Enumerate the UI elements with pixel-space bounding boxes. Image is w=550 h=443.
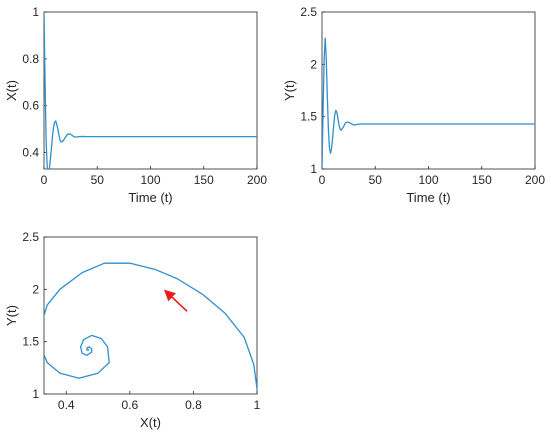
x-tick-label: 0.6 — [121, 398, 138, 412]
y-tick-label: 1.5 — [300, 110, 317, 124]
plot-frame — [321, 11, 536, 170]
series-line-1 — [322, 37, 535, 169]
x-tick-label: 0.8 — [185, 398, 202, 412]
x-tick-label: 200 — [525, 173, 545, 187]
x-tick-label: 150 — [194, 173, 214, 187]
y-tick-label: 0.4 — [22, 146, 39, 160]
x-axis-label: X(t) — [140, 415, 161, 430]
plot-frame — [43, 236, 258, 395]
y-tick-label: 0.8 — [22, 52, 39, 66]
y-tick-label: 2.5 — [22, 230, 39, 244]
y-tick-label: 1 — [310, 162, 317, 176]
y-tick-label: 0.6 — [22, 99, 39, 113]
x-tick-label: 100 — [418, 173, 438, 187]
series-line-1 — [44, 12, 257, 169]
chart-panel-3: 0.4 0.6 0.8 1 1 1.5 2 2.5 X(t) Y(t) — [4, 230, 261, 430]
x-axis-label: Time (t) — [128, 190, 172, 205]
x-axis-label: Time (t) — [406, 190, 450, 205]
y-axis-label: Y(t) — [4, 305, 19, 326]
x-tick-label: 0.4 — [58, 398, 75, 412]
chart-panel-2: 0 50 100 150 200 1 1.5 2 2.5 Time (t) Y(t) — [282, 5, 545, 205]
y-tick-label: 2 — [310, 57, 317, 71]
y-tick-label: 1.5 — [22, 335, 39, 349]
x-tick-label: 0 — [41, 173, 48, 187]
x-tick-label: 100 — [140, 173, 160, 187]
x-tick-label: 0 — [319, 173, 326, 187]
y-axis-label: X(t) — [4, 80, 19, 101]
y-tick-label: 1 — [32, 387, 39, 401]
x-tick-label: 1 — [254, 398, 261, 412]
x-tick-label: 50 — [369, 173, 383, 187]
y-tick-label: 1 — [32, 5, 39, 19]
chart-panel-1: 0 50 100 150 200 0.4 0.6 0.8 1 Time (t) X(t) — [4, 5, 267, 205]
x-tick-label: 50 — [91, 173, 105, 187]
y-tick-label: 2 — [32, 282, 39, 296]
y-axis-label: Y(t) — [282, 80, 297, 101]
x-tick-label: 200 — [247, 173, 267, 187]
series-line-1 — [44, 262, 257, 389]
plot-frame — [43, 11, 258, 170]
y-tick-label: 2.5 — [300, 5, 317, 19]
x-tick-label: 150 — [472, 173, 492, 187]
direction-arrow — [163, 289, 188, 312]
